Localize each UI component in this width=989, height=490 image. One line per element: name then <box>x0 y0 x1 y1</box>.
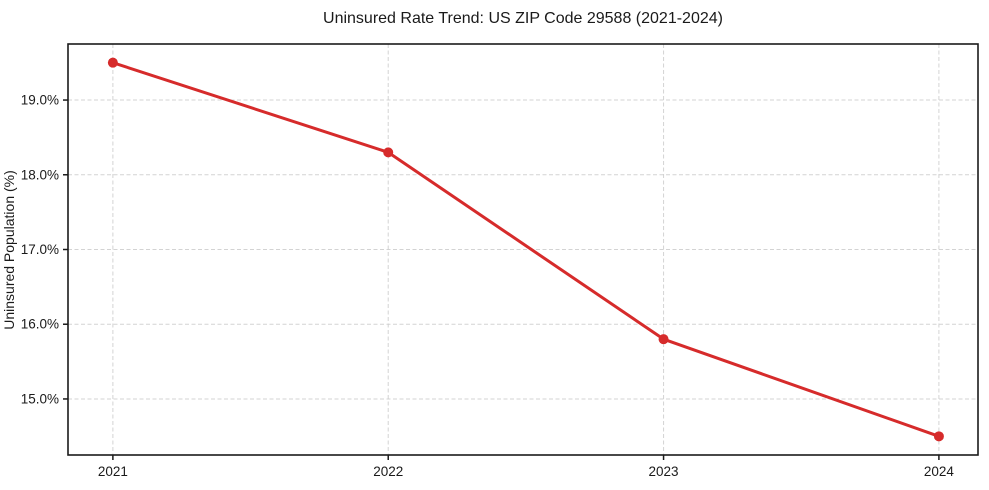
tick-labels: 15.0% 16.0% 17.0% 18.0% 19.0% 2021 2022 2023 202… <box>21 93 955 479</box>
x-tick-label: 2021 <box>98 464 128 479</box>
data-point-marker <box>383 147 394 158</box>
x-tick-label: 2024 <box>924 464 955 479</box>
trend-line <box>111 61 941 438</box>
plot-border <box>67 43 979 456</box>
y-tick-label: 15.0% <box>21 391 59 406</box>
data-point-marker <box>933 431 944 442</box>
x-tick-label: 2022 <box>373 464 403 479</box>
y-tick-label: 19.0% <box>21 93 59 108</box>
data-point-marker <box>658 334 669 345</box>
y-tick-label: 16.0% <box>21 317 59 332</box>
x-tick-label: 2023 <box>649 464 679 479</box>
gridlines <box>68 44 978 455</box>
trend-line-series <box>107 57 944 442</box>
chart-title: Uninsured Rate Trend: US ZIP Code 29588 … <box>323 10 723 27</box>
y-axis-label: Uninsured Population (%) <box>1 170 17 330</box>
axes-spines-and-ticks <box>63 43 979 460</box>
y-tick-label: 17.0% <box>21 242 59 257</box>
y-tick-label: 18.0% <box>21 167 59 182</box>
data-point-marker <box>107 57 118 68</box>
